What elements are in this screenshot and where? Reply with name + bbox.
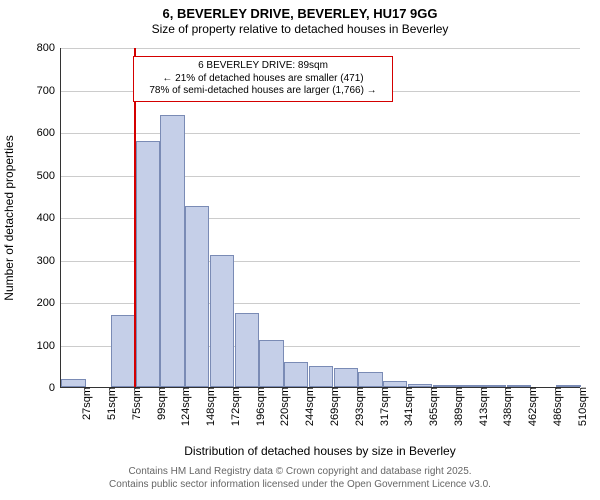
y-tick-label: 200 [37,297,61,309]
x-tick-label: 365sqm [424,387,440,426]
y-tick-label: 100 [37,340,61,352]
x-tick-label: 462sqm [523,387,539,426]
x-tick-label: 75sqm [127,387,143,420]
callout-line-1: 6 BEVERLEY DRIVE: 89sqm [137,60,389,73]
callout-line-2: ← 21% of detached houses are smaller (47… [137,73,389,86]
histogram-bar [136,141,160,388]
y-tick-label: 300 [37,255,61,267]
page-title: 6, BEVERLEY DRIVE, BEVERLEY, HU17 9GG [0,0,600,22]
x-tick-label: 148sqm [201,387,217,426]
x-tick-label: 99sqm [152,387,168,420]
x-tick-label: 341sqm [399,387,415,426]
histogram-bar [334,368,358,387]
callout-line-3: 78% of semi-detached houses are larger (… [137,85,389,98]
x-tick-label: 172sqm [226,387,242,426]
x-tick-label: 51sqm [102,387,118,420]
x-axis-label: Distribution of detached houses by size … [60,444,580,458]
y-tick-label: 500 [37,170,61,182]
property-callout: 6 BEVERLEY DRIVE: 89sqm ← 21% of detache… [133,56,393,102]
histogram-bar [284,362,308,388]
histogram-bar [111,315,135,387]
x-tick-label: 510sqm [573,387,589,426]
x-tick-label: 413sqm [474,387,490,426]
histogram-bar [358,372,382,387]
x-tick-label: 317sqm [375,387,391,426]
y-tick-label: 600 [37,127,61,139]
histogram-bar [61,379,85,388]
histogram-bar [235,313,259,387]
histogram-bar [309,366,333,387]
x-tick-label: 486sqm [548,387,564,426]
page-subtitle: Size of property relative to detached ho… [0,22,600,36]
histogram-bar [259,340,283,387]
x-tick-label: 196sqm [251,387,267,426]
histogram-bar [210,255,234,387]
chart-area: 6 BEVERLEY DRIVE: 89sqm ← 21% of detache… [60,48,580,388]
x-tick-label: 244sqm [300,387,316,426]
gridline [61,133,580,134]
y-axis-label: Number of detached properties [2,135,16,300]
histogram-bar [185,206,209,387]
y-tick-label: 700 [37,85,61,97]
histogram-bar [160,115,184,387]
x-tick-label: 389sqm [449,387,465,426]
footer-line-2: Contains public sector information licen… [0,479,600,492]
gridline [61,48,580,49]
y-tick-label: 0 [49,382,61,394]
x-tick-label: 27sqm [77,387,93,420]
y-tick-label: 400 [37,212,61,224]
x-tick-label: 269sqm [325,387,341,426]
x-tick-label: 293sqm [350,387,366,426]
x-tick-label: 124sqm [176,387,192,426]
x-tick-label: 438sqm [498,387,514,426]
footer-attribution: Contains HM Land Registry data © Crown c… [0,466,600,491]
plot-region: 6 BEVERLEY DRIVE: 89sqm ← 21% of detache… [60,48,580,388]
y-tick-label: 800 [37,42,61,54]
x-tick-label: 220sqm [275,387,291,426]
footer-line-1: Contains HM Land Registry data © Crown c… [0,466,600,479]
